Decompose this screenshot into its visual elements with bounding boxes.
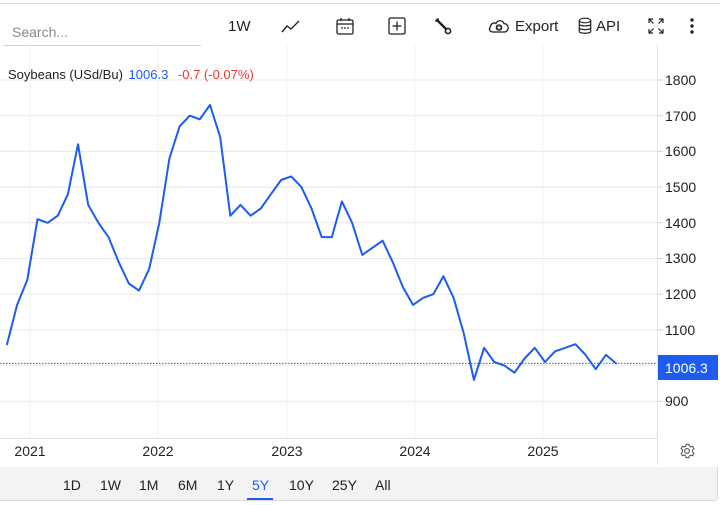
y-tick-1200: 1200 xyxy=(665,286,697,302)
x-tick-2023: 2023 xyxy=(271,443,303,459)
price-chart[interactable] xyxy=(0,45,720,465)
more-vertical-icon xyxy=(690,18,694,34)
cloud-download-icon xyxy=(488,20,509,33)
interval-button[interactable]: 1W xyxy=(228,13,251,39)
export-button[interactable]: Export xyxy=(487,13,558,39)
range-1d[interactable]: 1D xyxy=(63,477,81,493)
y-tick-1800: 1800 xyxy=(665,72,697,88)
settings-tools-button[interactable] xyxy=(433,13,453,39)
chart-legend: Soybeans (USd/Bu) 1006.3 -0.7 (-0.07%) xyxy=(8,67,254,82)
range-1y[interactable]: 1Y xyxy=(217,477,235,493)
current-price: 1006.3 xyxy=(128,67,169,82)
gear-icon xyxy=(680,443,695,459)
instrument-name: Soybeans (USd/Bu) xyxy=(8,67,123,82)
top-border xyxy=(0,3,720,4)
chart-area[interactable]: Soybeans (USd/Bu) 1006.3 -0.7 (-0.07%) 1… xyxy=(0,45,720,465)
range-1m[interactable]: 1M xyxy=(139,477,159,493)
fullscreen-button[interactable] xyxy=(646,13,666,39)
search-input[interactable] xyxy=(3,18,201,45)
interval-label: 1W xyxy=(228,17,251,35)
add-box-icon xyxy=(388,17,406,35)
range-6m[interactable]: 6M xyxy=(178,477,198,493)
range-25y[interactable]: 25Y xyxy=(332,477,357,493)
range-5y[interactable]: 5Y xyxy=(252,477,270,493)
date-range-button[interactable] xyxy=(335,13,355,39)
range-all[interactable]: All xyxy=(375,477,391,493)
active-range-indicator xyxy=(247,498,273,500)
price-change: -0.7 (-0.07%) xyxy=(177,67,254,82)
chart-settings-button[interactable] xyxy=(678,442,696,465)
line-chart-icon xyxy=(281,20,300,33)
range-selector: 1D 1W 1M 6M 1Y 5Y 10Y 25Y All xyxy=(0,467,718,501)
current-price-tag: 1006.3 xyxy=(658,355,718,380)
y-tick-1600: 1600 xyxy=(665,143,697,159)
x-tick-2021: 2021 xyxy=(14,443,46,459)
database-icon xyxy=(578,17,592,34)
y-tick-1100: 1100 xyxy=(665,322,696,338)
x-tick-2022: 2022 xyxy=(142,443,174,459)
search-box[interactable] xyxy=(3,18,201,46)
range-1w[interactable]: 1W xyxy=(100,477,121,493)
api-button[interactable]: API xyxy=(578,13,620,39)
x-tick-2024: 2024 xyxy=(399,443,431,459)
y-tick-1500: 1500 xyxy=(665,179,697,195)
x-tick-2025: 2025 xyxy=(527,443,559,459)
more-options-button[interactable] xyxy=(688,13,696,39)
y-tick-900: 900 xyxy=(665,393,689,409)
wrench-icon xyxy=(434,17,452,35)
export-label: Export xyxy=(515,17,559,35)
y-tick-1300: 1300 xyxy=(665,250,697,266)
compare-button[interactable] xyxy=(387,13,407,39)
toolbar: 1W Export API xyxy=(0,5,720,46)
y-tick-1400: 1400 xyxy=(665,215,697,231)
y-tick-1700: 1700 xyxy=(665,108,697,124)
calendar-icon xyxy=(336,18,354,35)
api-label: API xyxy=(596,17,621,35)
fullscreen-icon xyxy=(648,18,664,34)
chart-type-button[interactable] xyxy=(281,13,301,39)
range-10y[interactable]: 10Y xyxy=(289,477,314,493)
